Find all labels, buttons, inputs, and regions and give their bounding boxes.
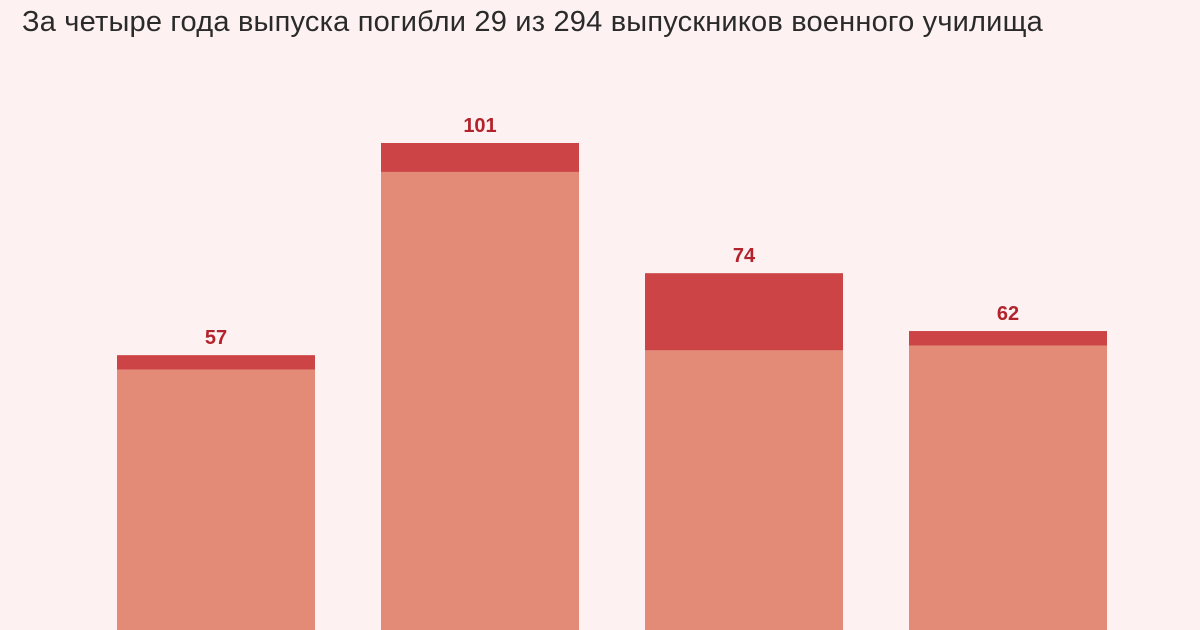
bar-segment-highlight-2 [381,143,579,172]
bar-segment-base-1 [117,369,315,630]
chart-title: За четыре года выпуска погибли 29 из 294… [22,6,1043,38]
value-label-3: 74 [733,245,756,267]
value-label-1: 57 [205,327,227,349]
bar-segment-highlight-4 [909,331,1107,346]
bar-segment-base-4 [909,345,1107,630]
bar-segment-highlight-1 [117,355,315,370]
bar-segment-highlight-3 [645,273,843,351]
value-label-2: 101 [463,115,496,137]
value-label-4: 62 [997,303,1019,325]
bar-segment-base-2 [381,171,579,630]
bar-segment-base-3 [645,350,843,630]
